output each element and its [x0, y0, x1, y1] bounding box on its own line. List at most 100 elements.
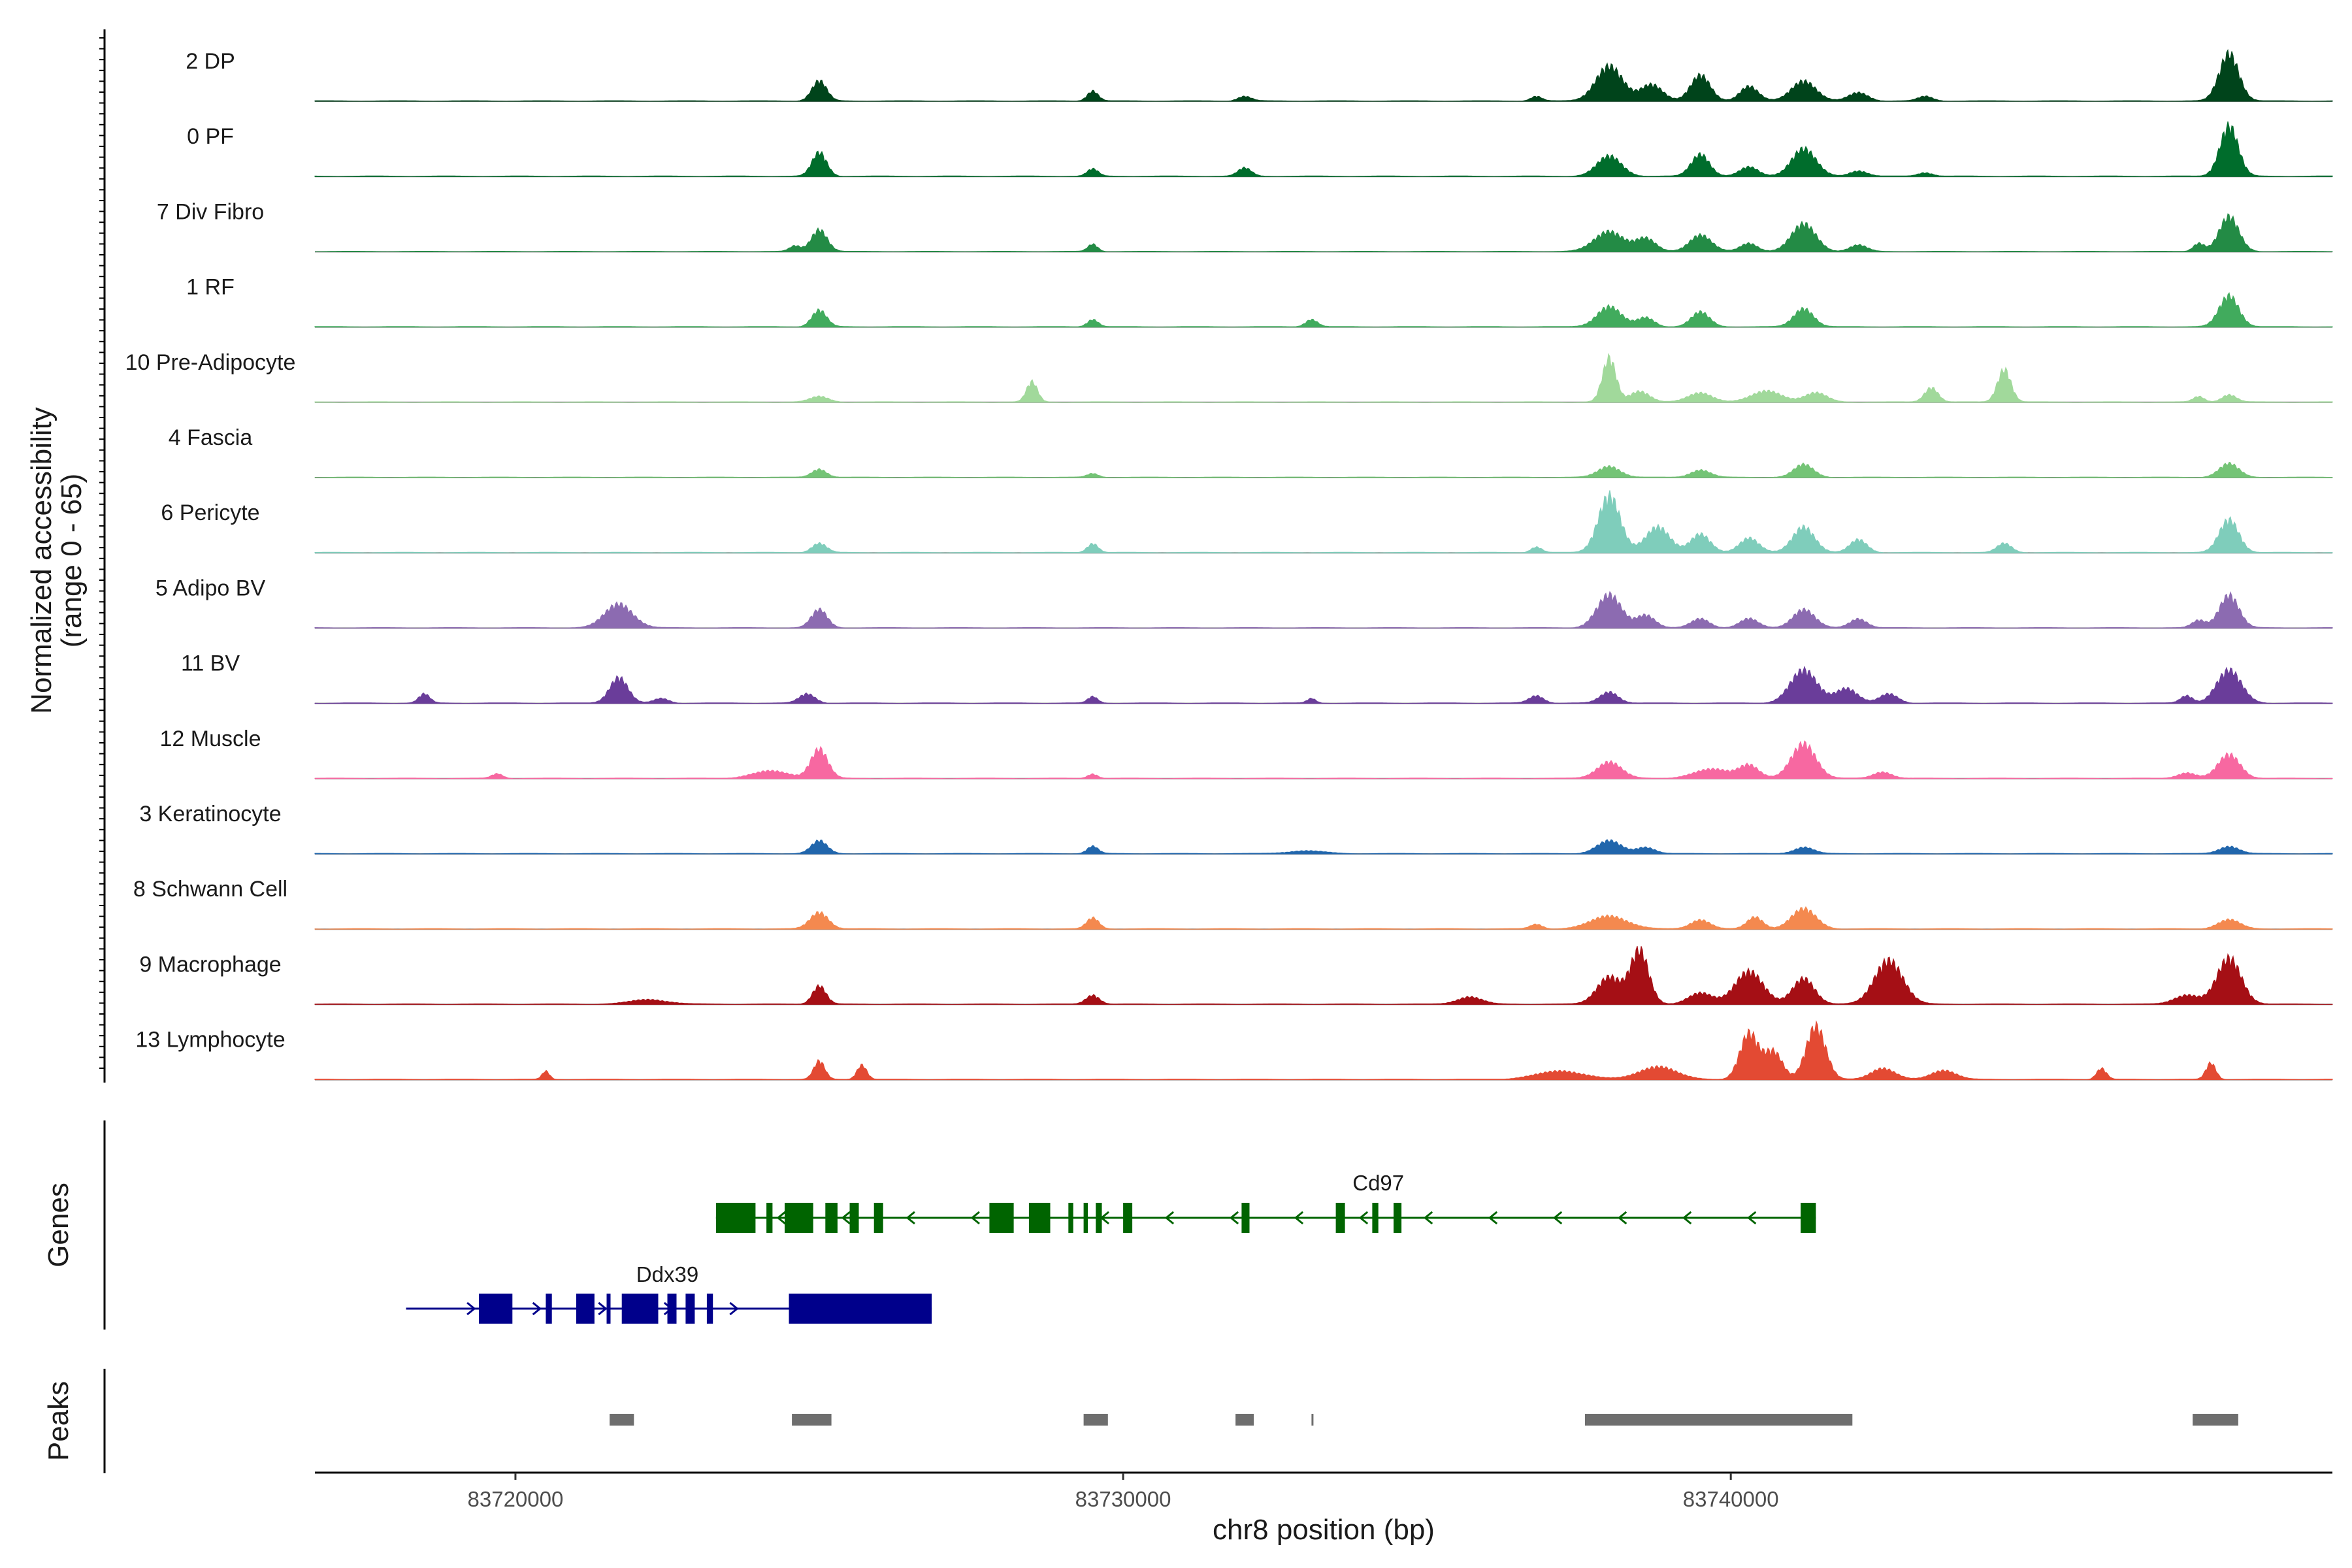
gene-exon — [715, 1203, 756, 1233]
gene-exon — [1123, 1203, 1133, 1233]
x-axis-ticks: 83720000 83730000 83740000 — [468, 1473, 1779, 1511]
gene-exon — [546, 1294, 552, 1324]
gene-strand-arrow — [466, 1301, 476, 1316]
track-label: 2 DP — [186, 49, 235, 74]
coverage-track: 4 Fascia — [169, 425, 2333, 478]
gene-exon — [1372, 1203, 1379, 1233]
coverage-area — [315, 213, 2333, 252]
coverage-area — [314, 665, 2333, 704]
gene-exon — [1096, 1203, 1102, 1233]
coverage-track: 10 Pre-Adipocyte — [125, 350, 2333, 403]
gene-strand-arrow — [532, 1301, 542, 1316]
gene-strand-arrow — [970, 1211, 980, 1225]
gene-exon — [989, 1203, 1014, 1233]
gene-exon — [1083, 1203, 1088, 1233]
coverage-area — [314, 1020, 2333, 1081]
coverage-track: 8 Schwann Cell — [133, 877, 2333, 930]
gene-strand-arrow — [1617, 1211, 1627, 1225]
coverage-track: 0 PF — [187, 121, 2333, 178]
gene-strand-arrow — [1423, 1211, 1433, 1225]
coverage-area — [314, 740, 2333, 779]
gene-exon — [1335, 1203, 1345, 1233]
gene-name-label: Cd97 — [1352, 1171, 1404, 1195]
track-label: 0 PF — [187, 124, 234, 149]
gene-strand-arrow — [1164, 1211, 1175, 1225]
track-label: 7 Div Fibro — [157, 199, 264, 224]
x-tick-label: 83730000 — [1075, 1487, 1171, 1511]
x-tick-label: 83740000 — [1683, 1487, 1779, 1511]
coverage-area — [314, 121, 2333, 177]
coverage-area — [314, 461, 2333, 478]
coverage-track: 7 Div Fibro — [157, 199, 2333, 253]
x-tick-label: 83720000 — [468, 1487, 564, 1511]
peak-region — [610, 1414, 634, 1426]
track-label: 11 BV — [181, 651, 240, 676]
y-axis-title-range: (range 0 - 65) — [56, 474, 88, 648]
gene-exon — [621, 1294, 659, 1324]
gene-exon — [825, 1203, 838, 1233]
gene-name-label: Ddx39 — [636, 1262, 698, 1286]
coverage-area — [314, 292, 2333, 328]
coverage-area — [314, 48, 2333, 102]
gene-strand-arrow — [1294, 1211, 1304, 1225]
gene-exon — [667, 1294, 677, 1324]
track-label: 12 Muscle — [160, 727, 261, 751]
gene-exon — [1394, 1203, 1402, 1233]
track-label: 4 Fascia — [169, 425, 253, 450]
track-label: 5 Adipo BV — [155, 576, 266, 600]
peak-region — [1083, 1414, 1108, 1426]
gene-strand-arrow — [1358, 1211, 1369, 1225]
x-axis-title: chr8 position (bp) — [1213, 1514, 1435, 1546]
coverage-area — [314, 353, 2333, 403]
coverage-area — [314, 906, 2333, 930]
genes-panel-title: Genes — [42, 1183, 74, 1267]
track-label: 10 Pre-Adipocyte — [125, 350, 296, 375]
coverage-track: 2 DP — [186, 48, 2333, 102]
gene-strand-arrow — [729, 1301, 739, 1316]
track-label: 13 Lymphocyte — [135, 1028, 285, 1053]
track-label: 6 Pericyte — [161, 500, 259, 525]
y-axis-ticks — [99, 37, 105, 1069]
gene-exon — [849, 1203, 859, 1233]
gene-exon — [706, 1294, 713, 1324]
gene-exon — [606, 1294, 611, 1324]
gene-exon — [1068, 1203, 1073, 1233]
peak-region — [792, 1414, 832, 1426]
coverage-track: 9 Macrophage — [139, 945, 2333, 1005]
gene-strand-arrow — [1682, 1211, 1692, 1225]
gene-models: Cd97 Ddx39 — [406, 1171, 1816, 1324]
gene-exon — [479, 1294, 513, 1324]
gene-strand-arrow — [906, 1211, 915, 1225]
coverage-track: 11 BV — [181, 651, 2333, 704]
coverage-area — [314, 591, 2333, 629]
gene-exon — [785, 1203, 813, 1233]
coverage-area — [314, 490, 2333, 553]
coverage-track: 5 Adipo BV — [155, 576, 2333, 629]
coverage-track: 13 Lymphocyte — [135, 1020, 2333, 1081]
gene-model: Ddx39 — [406, 1262, 932, 1324]
peak-regions — [610, 1414, 2238, 1426]
peak-region — [1585, 1414, 1853, 1426]
gene-model: Cd97 — [715, 1171, 1816, 1233]
y-axis-title-main: Normalized accessibility — [25, 407, 57, 713]
gene-strand-arrow — [598, 1301, 608, 1316]
y-axis-title: Normalized accessibility (range 0 - 65) — [25, 407, 88, 713]
coverage-area — [314, 945, 2333, 1005]
coverage-track: 12 Muscle — [160, 727, 2333, 779]
gene-strand-arrow — [776, 1211, 786, 1225]
gene-exon — [576, 1294, 595, 1324]
track-label: 1 RF — [186, 275, 235, 300]
gene-exon — [1028, 1203, 1051, 1233]
gene-strand-arrow — [1229, 1211, 1239, 1225]
track-label: 9 Macrophage — [139, 952, 281, 977]
peak-region — [2193, 1414, 2238, 1426]
coverage-track: 6 Pericyte — [161, 490, 2333, 554]
coverage-track: 3 Keratinocyte — [139, 802, 2333, 855]
track-label: 3 Keratinocyte — [139, 802, 281, 826]
gene-strand-arrow — [1552, 1211, 1563, 1225]
peak-region — [1235, 1414, 1254, 1426]
gene-exon — [874, 1203, 883, 1233]
gene-exon — [789, 1294, 932, 1324]
